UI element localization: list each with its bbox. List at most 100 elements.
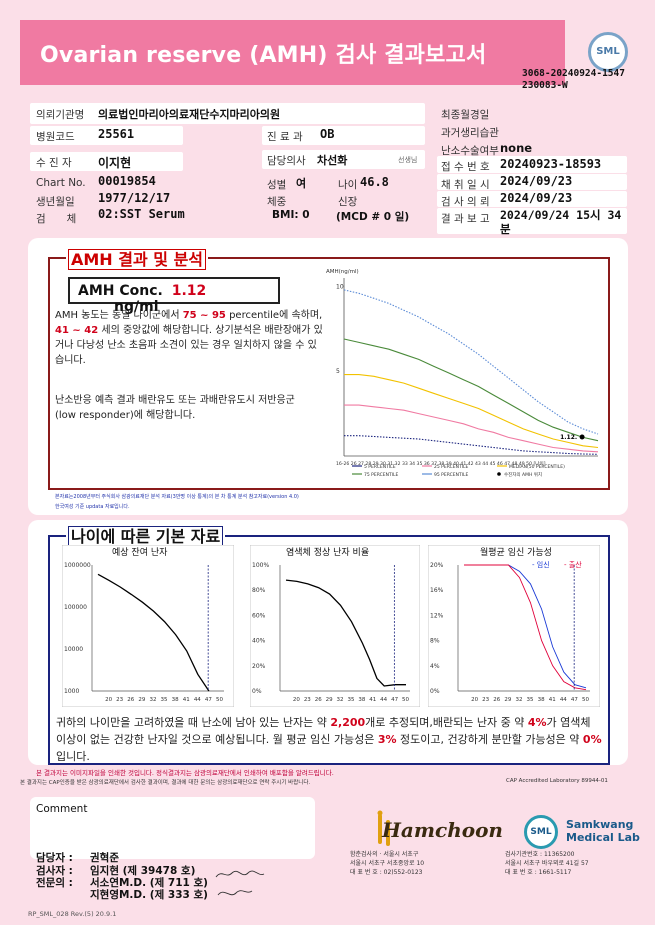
series-line xyxy=(343,289,599,435)
receipt-no-value: 20240923-18593 xyxy=(500,157,602,171)
legend-pregnancy: - 임신 xyxy=(532,560,550,569)
amh-frame xyxy=(48,257,610,490)
series-line xyxy=(285,579,406,687)
x-tick-label: 29 xyxy=(138,697,145,703)
doctor-value: 차선화 xyxy=(317,154,348,167)
x-tick-label: 50 xyxy=(582,697,589,703)
cap-accreditation: CAP Accredited Laboratory 89944-01 xyxy=(506,778,608,784)
hospital-code-value: 25561 xyxy=(98,127,135,141)
comment-box xyxy=(30,797,315,859)
manager-value: 권혁준 xyxy=(90,852,119,864)
chart-value: 00019854 xyxy=(98,174,156,188)
amh-percentile-chart: AMH(ng/ml) 5 10 1.12. 16-26 26 27 28 29 30 3… xyxy=(322,264,608,486)
bmi-value: BMI: 0 xyxy=(272,209,310,221)
chart-title: 염색체 정상 난자 비율 xyxy=(286,547,369,558)
legend-entry: 75 PERCENTILE xyxy=(364,472,399,478)
form-number: RP_SML_028 Rev.(5) 20.9.1 xyxy=(28,910,117,918)
sml-footer-logo: SML xyxy=(524,815,558,849)
egg-label: 난소수술여부 xyxy=(441,145,499,157)
x-tick-label: 44 xyxy=(380,697,387,703)
series-line xyxy=(344,435,599,455)
tester-value: 임지현 (제 39478 호) xyxy=(90,865,196,877)
institution-row xyxy=(30,103,425,124)
mcd-value: (MCD # 0 일) xyxy=(336,211,410,223)
x-tick-label: 32 xyxy=(337,697,344,703)
x-tick-label: 26 xyxy=(315,697,322,703)
y-tick-label: 0% xyxy=(430,688,440,695)
comment-label: Comment xyxy=(36,803,88,815)
x-tick-label: 41 xyxy=(369,697,376,703)
department-value: OB xyxy=(320,127,335,141)
x-tick-label: 35 xyxy=(347,697,354,703)
x-tick-label: 20 xyxy=(293,697,300,703)
basic-section-title: 나이에 따른 기본 자료 xyxy=(66,523,226,547)
chart-title: 월평균 임신 가능성 xyxy=(480,546,552,558)
x-tick-label: 38 xyxy=(538,697,545,703)
x-tick-label: 29 xyxy=(326,697,333,703)
y-tick-label: 40% xyxy=(252,638,266,645)
series-line xyxy=(344,404,599,453)
legend-entry: MEDIAN(50 PERCENTILE) xyxy=(509,464,565,470)
basic-summary-text: 귀하의 나이만을 고려하였을 때 난소에 남아 있는 난자는 약 2,200개로… xyxy=(56,716,602,763)
specialist-label: 전문의 : xyxy=(36,877,73,889)
y-tick-label: 100000 xyxy=(64,604,87,611)
patient-point-label: 1.12. xyxy=(560,434,577,441)
hamchoon-name: Hamchoon xyxy=(382,818,503,842)
basic-frame xyxy=(48,535,610,765)
y-tick-label: 1000000 xyxy=(64,562,91,569)
tester-label: 검사자 : xyxy=(36,865,73,877)
specimen-label: 검 체 xyxy=(36,213,77,225)
collect-date-value: 2024/09/23 xyxy=(500,174,573,188)
chart-background xyxy=(322,264,608,486)
x-tick-labels: 16-26 26 27 28 29 30 31 32 33 34 35 36 3… xyxy=(336,460,546,467)
series-line xyxy=(343,338,599,442)
age-value: 46.8 xyxy=(360,175,389,189)
amh-conc-value: 1.12 xyxy=(171,283,207,299)
x-tick-label: 47 xyxy=(205,697,212,703)
institution-label: 의뢰기관명 xyxy=(36,109,85,121)
test-date-label: 검 사 의 뢰 xyxy=(441,196,490,208)
collect-date-label: 채 취 일 시 xyxy=(441,179,490,191)
x-tick-label: 32 xyxy=(149,697,156,703)
remaining-eggs-chart: 예상 잔여 난자 1000000 100000 10000 1000 20 23 26 29 32… xyxy=(62,545,234,707)
y-tick-label: 80% xyxy=(252,587,266,594)
x-tick-label: 23 xyxy=(116,697,123,703)
amh-conc-label: AMH Conc. xyxy=(78,283,163,299)
patient-box xyxy=(30,152,183,171)
receipt-no-label: 접 수 번 호 xyxy=(441,161,490,173)
normal-egg-ratio-chart: 염색체 정상 난자 비율 100% 80% 60% 40% 20% 0% 20 23 26 29 32… xyxy=(250,545,420,707)
pregnancy-chance-chart: 월평균 임신 가능성 20% 16% 12% 8% 4% 0% 20 23 26 29 32 35 38 4… xyxy=(428,545,600,707)
egg-value: none xyxy=(500,141,533,155)
y-tick-label: 20% xyxy=(252,663,266,670)
amh-conc-box: AMH Conc. 1.12 ng/ml xyxy=(68,277,280,315)
y-axis-label: AMH(ng/ml) xyxy=(326,269,359,275)
y-tick-label: 10000 xyxy=(64,646,83,653)
department-label: 진 료 과 xyxy=(267,131,303,143)
legend-birth: - 출산 xyxy=(564,560,582,569)
x-tick-label: 32 xyxy=(515,697,522,703)
y-tick-label: 12% xyxy=(430,612,444,619)
title-bar xyxy=(20,20,565,85)
chart-frame xyxy=(62,545,234,707)
amh-update-note: 한국여성 기준 updata 자료입니다. xyxy=(55,504,130,510)
y-tick-label: 8% xyxy=(430,638,440,645)
x-tick-label: 44 xyxy=(194,697,201,703)
y-tick-label: 60% xyxy=(252,612,266,619)
x-tick-label: 20 xyxy=(105,697,112,703)
signature-image xyxy=(215,870,265,896)
legend-entry: 95 PERCENTILE xyxy=(434,472,469,478)
x-tick-label: 29 xyxy=(504,697,511,703)
y-tick-label: 100% xyxy=(252,562,269,569)
collect-box xyxy=(437,174,627,190)
cap-warning: 본 결과지는 CAP인증을 받은 삼광의료재단에서 검사한 결과이며, 결과에 … xyxy=(20,780,311,786)
legend-point-entry: 수진자의 AMH 위치 xyxy=(504,471,542,478)
y-tick-label: 10 xyxy=(336,283,344,290)
amh-source-note: 본자료는2008년부터 주식회사 삼광의료재단 분석 자료(3만명 이상 통계)… xyxy=(55,494,299,500)
institution-value: 의료법인마리아의료재단수지마리아의원 xyxy=(98,108,281,121)
sex-value: 여 xyxy=(296,177,307,190)
sex-label: 성별 xyxy=(267,179,287,191)
legend-point-swatch xyxy=(497,472,501,476)
doctor-box xyxy=(262,150,425,169)
y-tick-label: 1000 xyxy=(64,688,79,695)
chart-title: 예상 잔여 난자 xyxy=(112,546,168,558)
